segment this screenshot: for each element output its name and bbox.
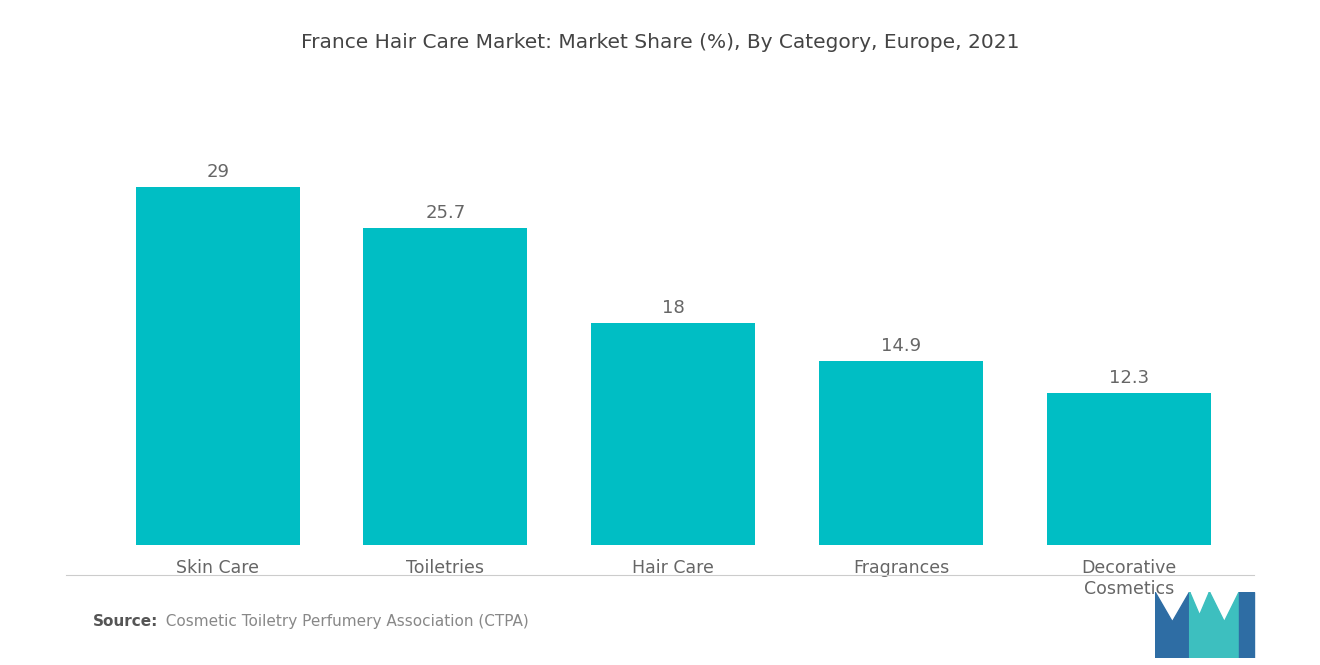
Text: 12.3: 12.3 — [1109, 369, 1148, 387]
Bar — [1047, 394, 1210, 545]
Polygon shape — [1155, 592, 1189, 658]
Bar — [363, 228, 528, 545]
Text: France Hair Care Market: Market Share (%), By Category, Europe, 2021: France Hair Care Market: Market Share (%… — [301, 33, 1019, 53]
Bar — [136, 187, 300, 545]
Bar — [591, 323, 755, 545]
Text: Source:: Source: — [92, 614, 158, 629]
Bar — [818, 361, 983, 545]
Text: 25.7: 25.7 — [425, 203, 466, 221]
Polygon shape — [1209, 592, 1239, 658]
Text: 14.9: 14.9 — [880, 337, 921, 355]
Polygon shape — [1189, 592, 1209, 658]
Text: 18: 18 — [661, 299, 685, 317]
Polygon shape — [1239, 592, 1254, 658]
Text: Cosmetic Toiletry Perfumery Association (CTPA): Cosmetic Toiletry Perfumery Association … — [156, 614, 528, 629]
Text: 29: 29 — [206, 163, 230, 181]
